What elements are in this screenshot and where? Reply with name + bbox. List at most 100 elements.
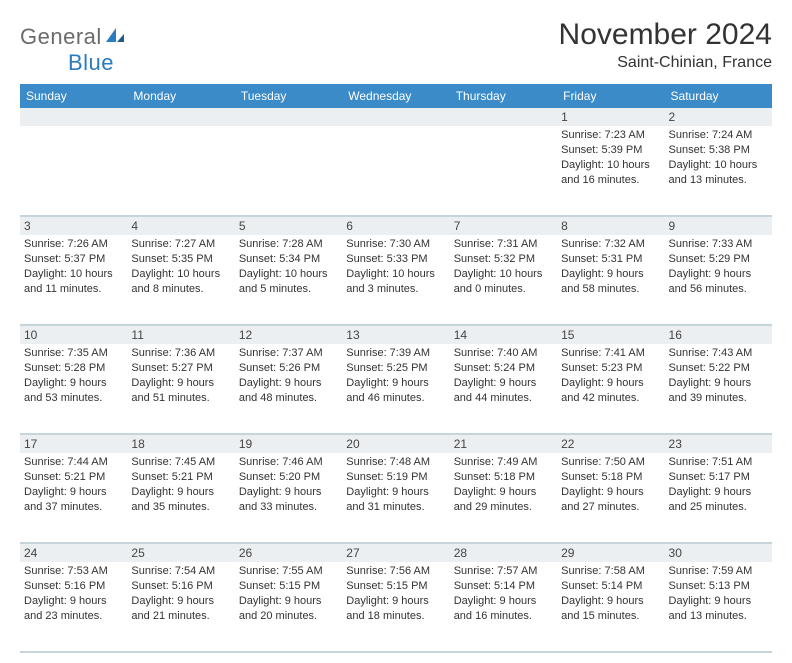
daylight-line: Daylight: 9 hours and 44 minutes.	[454, 377, 537, 404]
day-number-cell: 3	[20, 216, 127, 235]
day-cell: Sunrise: 7:24 AMSunset: 5:38 PMDaylight:…	[665, 126, 772, 216]
day-number-cell: 1	[557, 108, 664, 126]
day-body: Sunrise: 7:23 AMSunset: 5:39 PMDaylight:…	[557, 126, 664, 193]
day-header-row: SundayMondayTuesdayWednesdayThursdayFrid…	[20, 84, 772, 108]
sunset-line: Sunset: 5:26 PM	[239, 362, 320, 374]
day-header: Saturday	[665, 84, 772, 108]
daylight-line: Daylight: 9 hours and 39 minutes.	[669, 377, 752, 404]
sunset-line: Sunset: 5:15 PM	[346, 580, 427, 592]
day-body: Sunrise: 7:37 AMSunset: 5:26 PMDaylight:…	[235, 344, 342, 411]
day-cell: Sunrise: 7:50 AMSunset: 5:18 PMDaylight:…	[557, 453, 664, 543]
day-cell: Sunrise: 7:35 AMSunset: 5:28 PMDaylight:…	[20, 344, 127, 434]
day-cell: Sunrise: 7:45 AMSunset: 5:21 PMDaylight:…	[127, 453, 234, 543]
day-body: Sunrise: 7:57 AMSunset: 5:14 PMDaylight:…	[450, 562, 557, 629]
daylight-line: Daylight: 9 hours and 31 minutes.	[346, 486, 429, 513]
day-cell: Sunrise: 7:51 AMSunset: 5:17 PMDaylight:…	[665, 453, 772, 543]
day-number-cell: 7	[450, 216, 557, 235]
day-body: Sunrise: 7:50 AMSunset: 5:18 PMDaylight:…	[557, 453, 664, 520]
day-cell: Sunrise: 7:56 AMSunset: 5:15 PMDaylight:…	[342, 562, 449, 652]
sunrise-line: Sunrise: 7:40 AM	[454, 347, 538, 359]
sunrise-line: Sunrise: 7:31 AM	[454, 238, 538, 250]
week-row: Sunrise: 7:23 AMSunset: 5:39 PMDaylight:…	[20, 126, 772, 216]
day-cell: Sunrise: 7:40 AM Sunset: 5:24 PM Daylight:…	[450, 344, 557, 434]
day-cell: Sunrise: 7:41 AMSunset: 5:23 PMDaylight:…	[557, 344, 664, 434]
day-number-cell: 16	[665, 325, 772, 344]
day-body: Sunrise: 7:44 AMSunset: 5:21 PMDaylight:…	[20, 453, 127, 520]
day-body: Sunrise: 7:31 AMSunset: 5:32 PMDaylight:…	[450, 235, 557, 302]
sunrise-line: Sunrise: 7:54 AM	[131, 565, 215, 577]
day-cell: Sunrise: 7:30 AMSunset: 5:33 PMDaylight:…	[342, 235, 449, 325]
daynum-row: 17181920212223	[20, 434, 772, 453]
day-body	[127, 126, 234, 198]
day-cell: Sunrise: 7:48 AMSunset: 5:19 PMDaylight:…	[342, 453, 449, 543]
day-number-cell: 28	[450, 543, 557, 562]
sunrise-line: Sunrise: 7:37 AM	[239, 347, 323, 359]
day-cell	[127, 126, 234, 216]
day-body: Sunrise: 7:28 AMSunset: 5:34 PMDaylight:…	[235, 235, 342, 302]
sunset-line: Sunset: 5:29 PM	[669, 253, 750, 265]
daylight-line: Daylight: 10 hours and 13 minutes.	[669, 159, 758, 186]
sunrise-line: Sunrise: 7:27 AM	[131, 238, 215, 250]
day-cell	[342, 126, 449, 216]
sunset-line: Sunset: 5:21 PM	[131, 471, 212, 483]
daylight-line: Daylight: 9 hours and 42 minutes.	[561, 377, 644, 404]
day-number-cell: 29	[557, 543, 664, 562]
daylight-line: Daylight: 9 hours and 33 minutes.	[239, 486, 322, 513]
sunrise-line: Sunrise: 7:44 AM	[24, 456, 108, 468]
day-number-cell: 6	[342, 216, 449, 235]
day-header: Wednesday	[342, 84, 449, 108]
day-cell: Sunrise: 7:28 AMSunset: 5:34 PMDaylight:…	[235, 235, 342, 325]
day-number-cell: 23	[665, 434, 772, 453]
day-body: Sunrise: 7:48 AMSunset: 5:19 PMDaylight:…	[342, 453, 449, 520]
day-cell: Sunrise: 7:27 AM Sunset: 5:35 PM Daylight:…	[127, 235, 234, 325]
sunset-line: Sunset: 5:14 PM	[561, 580, 642, 592]
day-body: Sunrise: 7:33 AMSunset: 5:29 PMDaylight:…	[665, 235, 772, 302]
sunset-line: Sunset: 5:37 PM	[24, 253, 105, 265]
sunset-line: Sunset: 5:18 PM	[561, 471, 642, 483]
sunset-line: Sunset: 5:17 PM	[669, 471, 750, 483]
day-body: Sunrise: 7:41 AMSunset: 5:23 PMDaylight:…	[557, 344, 664, 411]
day-number-cell: 15	[557, 325, 664, 344]
sunrise-line: Sunrise: 7:49 AM	[454, 456, 538, 468]
sunset-line: Sunset: 5:16 PM	[24, 580, 105, 592]
day-cell	[450, 126, 557, 216]
daynum-row: 24252627282930	[20, 543, 772, 562]
sunrise-line: Sunrise: 7:23 AM	[561, 129, 645, 141]
sunset-line: Sunset: 5:14 PM	[454, 580, 535, 592]
week-row: Sunrise: 7:35 AM Sunset: 5:28 PM Daylight:…	[20, 344, 772, 434]
day-cell: Sunrise: 7:26 AMSunset: 5:37 PMDaylight:…	[20, 235, 127, 325]
day-header: Monday	[127, 84, 234, 108]
day-cell: Sunrise: 7:44 AMSunset: 5:21 PMDaylight:…	[20, 453, 127, 543]
sunrise-line: Sunrise: 7:59 AM	[669, 565, 753, 577]
sunrise-line: Sunrise: 7:45 AM	[131, 456, 215, 468]
day-number-cell: 8	[557, 216, 664, 235]
title-block: November 2024 Saint-Chinian, France	[559, 18, 772, 72]
day-body: Sunrise: 7:39 AMSunset: 5:25 PMDaylight:…	[342, 344, 449, 411]
day-cell	[235, 126, 342, 216]
day-number-cell: 24	[20, 543, 127, 562]
day-number-cell: 10	[20, 325, 127, 344]
day-header: Sunday	[20, 84, 127, 108]
sunrise-line: Sunrise: 7:28 AM	[239, 238, 323, 250]
sunset-line: Sunset: 5:28 PM	[24, 362, 105, 374]
sunrise-line: Sunrise: 7:33 AM	[669, 238, 753, 250]
daylight-line: Daylight: 10 hours and 8 minutes.	[131, 268, 220, 295]
sunset-line: Sunset: 5:24 PM	[454, 362, 535, 374]
day-body: Sunrise: 7:36 AMSunset: 5:27 PMDaylight:…	[127, 344, 234, 411]
day-number-cell: 17	[20, 434, 127, 453]
sunset-line: Sunset: 5:33 PM	[346, 253, 427, 265]
sunrise-line: Sunrise: 7:35 AM	[24, 347, 108, 359]
sunset-line: Sunset: 5:35 PM	[131, 253, 212, 265]
day-cell: Sunrise: 7:32 AMSunset: 5:31 PMDaylight:…	[557, 235, 664, 325]
logo-text: General Blue	[20, 24, 126, 76]
day-body: Sunrise: 7:51 AMSunset: 5:17 PMDaylight:…	[665, 453, 772, 520]
sunrise-line: Sunrise: 7:30 AM	[346, 238, 430, 250]
day-number-cell: 21	[450, 434, 557, 453]
day-cell: Sunrise: 7:46 AMSunset: 5:20 PMDaylight:…	[235, 453, 342, 543]
sunset-line: Sunset: 5:18 PM	[454, 471, 535, 483]
day-number-cell: 2	[665, 108, 772, 126]
sunrise-line: Sunrise: 7:32 AM	[561, 238, 645, 250]
sunset-line: Sunset: 5:32 PM	[454, 253, 535, 265]
day-cell: Sunrise: 7:39 AMSunset: 5:25 PMDaylight:…	[342, 344, 449, 434]
day-body: Sunrise: 7:56 AMSunset: 5:15 PMDaylight:…	[342, 562, 449, 629]
